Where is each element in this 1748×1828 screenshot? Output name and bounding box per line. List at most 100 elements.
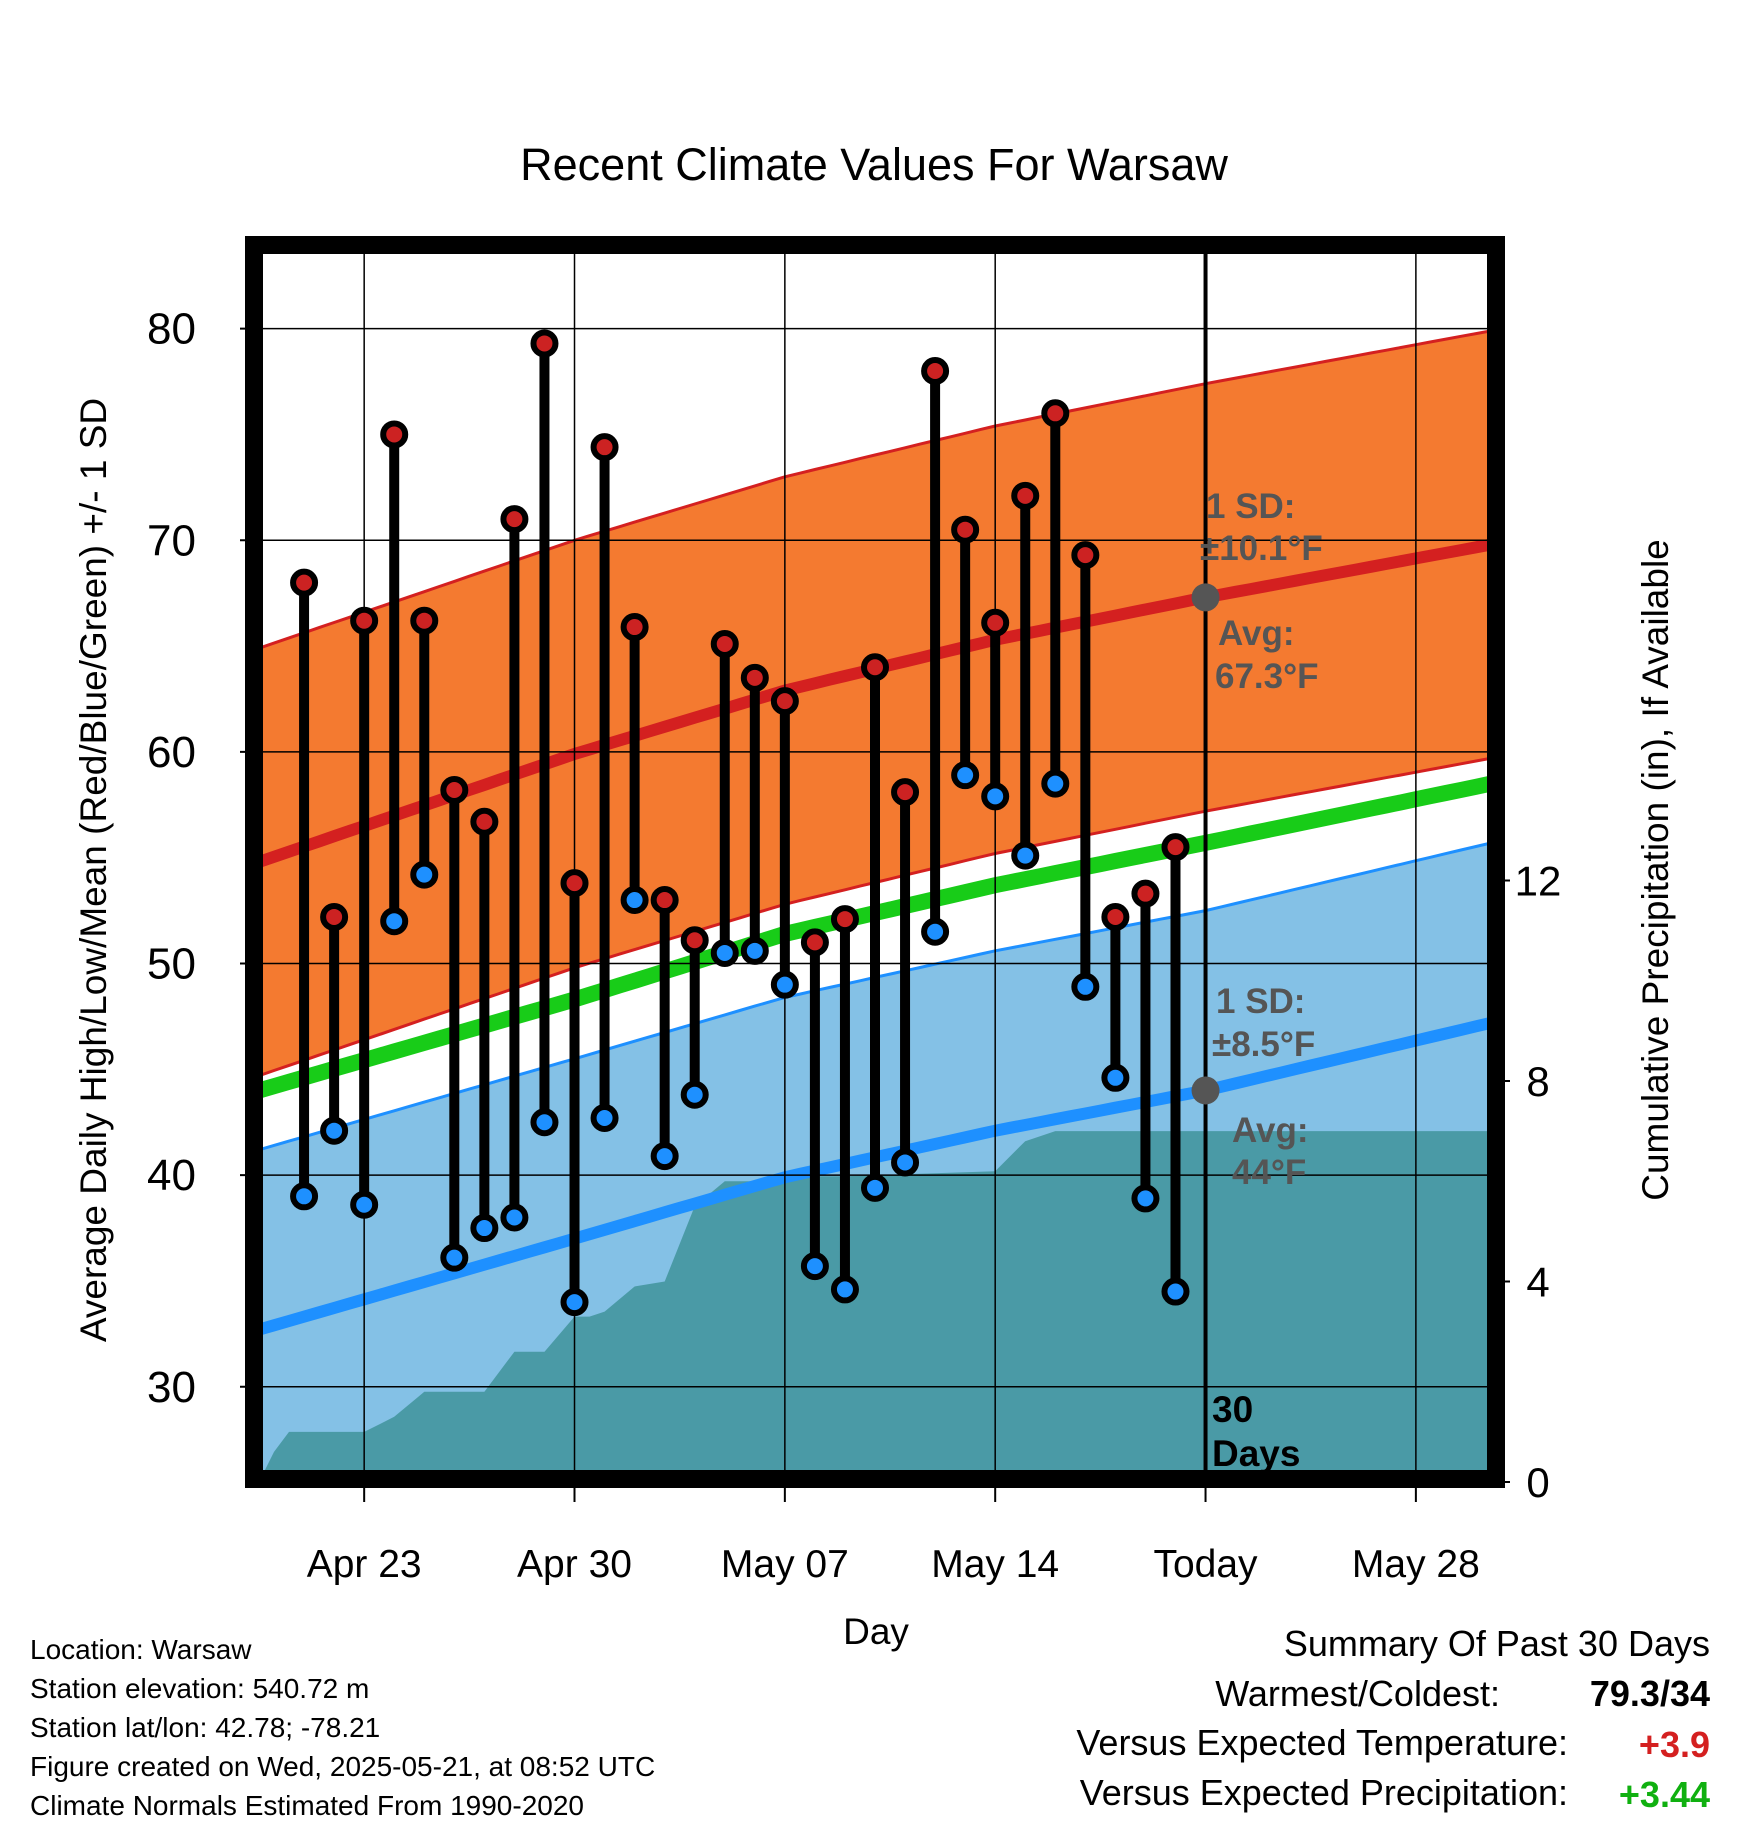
daily-low-point <box>590 1104 619 1133</box>
daily-low-point <box>861 1173 889 1202</box>
y-tick-label: 50 <box>147 940 196 989</box>
daily-high-point <box>951 515 980 544</box>
high-avg-label-line1: Avg: <box>1218 614 1294 653</box>
info-elevation: Station elevation: 540.72 m <box>30 1673 370 1704</box>
daily-low-point <box>1131 1184 1160 1213</box>
daily-low-point <box>350 1190 379 1219</box>
info-created: Figure created on Wed, 2025-05-21, at 08… <box>30 1751 656 1782</box>
y-tick-label: 70 <box>147 516 196 565</box>
precip-area <box>262 1131 1491 1474</box>
high-sd-upper-edge <box>259 329 1491 650</box>
daily-high-point <box>290 568 319 597</box>
daily-high-point <box>1131 879 1160 908</box>
daily-high-point <box>680 926 709 955</box>
summary-temp-value: +3.9 <box>1638 1724 1710 1765</box>
daily-low-point <box>530 1108 559 1137</box>
daily-low-point <box>620 886 649 915</box>
daily-high-point <box>500 505 529 534</box>
daily-low-point <box>830 1275 859 1304</box>
daily-low-point <box>891 1148 920 1177</box>
daily-low-point <box>410 860 439 889</box>
low-avg-label-line1: Avg: <box>1232 1111 1308 1150</box>
daily-low-point <box>680 1080 709 1109</box>
daily-high-point <box>740 663 769 692</box>
x-axis-label: Day <box>843 1611 909 1652</box>
daily-high-point <box>770 687 799 716</box>
daily-low-point <box>1101 1063 1130 1092</box>
daily-high-point <box>470 807 499 836</box>
daily-high-point <box>921 356 950 385</box>
y2-tick-label: 4 <box>1526 1259 1549 1306</box>
daily-low-point <box>740 936 769 965</box>
daily-high-point <box>1101 902 1130 931</box>
x-tick-label: Apr 23 <box>307 1543 422 1586</box>
chart-title: Recent Climate Values For Warsaw <box>520 139 1228 190</box>
daily-high-point <box>380 420 409 449</box>
daily-low-point <box>320 1116 349 1145</box>
daily-low-point <box>1071 972 1100 1001</box>
summary-warmest-coldest-value: 79.3/34 <box>1589 1673 1710 1714</box>
daily-high-point <box>590 433 619 462</box>
y2-axis-label: Cumulative Precipitation (in), If Availa… <box>1635 539 1676 1201</box>
summary-warmest-coldest-label: Warmest/Coldest: <box>1215 1673 1500 1714</box>
plot-frame <box>245 236 1505 1488</box>
daily-low-point <box>1011 841 1040 870</box>
daily-high-point <box>650 886 679 915</box>
daily-high-point <box>440 775 469 804</box>
daily-high-point <box>1161 833 1190 862</box>
x-tick-label: Apr 30 <box>517 1543 632 1586</box>
today-high-avg-marker <box>1191 583 1220 612</box>
daily-low-point <box>710 938 739 967</box>
daily-low-point <box>1041 769 1070 798</box>
x-tick-label: May 28 <box>1352 1543 1480 1586</box>
low-sd-label-line2: ±8.5°F <box>1212 1025 1315 1064</box>
daily-low-point <box>1161 1277 1190 1306</box>
x-tick-label: Today <box>1153 1543 1258 1586</box>
daily-low-point <box>951 761 980 790</box>
summary-temp-label: Versus Expected Temperature: <box>1076 1722 1568 1763</box>
info-location: Location: Warsaw <box>30 1634 252 1665</box>
daily-low-point <box>921 917 950 946</box>
daily-low-point <box>650 1142 679 1171</box>
summary-precip-value: +3.44 <box>1618 1774 1710 1815</box>
y-tick-label: 60 <box>147 728 196 777</box>
daily-low-point <box>380 907 409 936</box>
daily-high-point <box>981 608 1010 637</box>
y2-tick-label: 8 <box>1526 1058 1549 1105</box>
daily-high-point <box>710 629 739 658</box>
high-avg-label-line2: 67.3°F <box>1215 657 1319 696</box>
daily-high-point <box>530 329 559 358</box>
days-label-line2: Days <box>1212 1433 1300 1474</box>
high-sd-label-line2: ±10.1°F <box>1200 529 1323 568</box>
daily-low-point <box>500 1203 529 1232</box>
info-latlon: Station lat/lon: 42.78; -78.21 <box>30 1712 381 1743</box>
daily-low-point <box>770 970 799 999</box>
today-low-avg-marker <box>1191 1076 1220 1105</box>
low-avg-label-line2: 44°F <box>1232 1153 1306 1192</box>
daily-high-point <box>1071 541 1100 570</box>
daily-high-point <box>800 928 829 957</box>
daily-high-point <box>410 606 439 635</box>
daily-high-point <box>1011 481 1040 510</box>
daily-low-point <box>290 1182 319 1211</box>
y2-tick-label: 0 <box>1526 1459 1549 1506</box>
axes: 30 40 50 60 70 80 0 4 8 12 Apr 23 Apr 30 May 07 May 1… <box>147 236 1562 1586</box>
summary-title: Summary Of Past 30 Days <box>1283 1623 1710 1664</box>
info-normals: Climate Normals Estimated From 1990-2020 <box>30 1790 584 1821</box>
summary-precip-label: Versus Expected Precipitation: <box>1079 1772 1568 1813</box>
y-tick-label: 80 <box>147 305 196 354</box>
daily-high-point <box>620 613 649 642</box>
daily-high-point <box>1041 399 1070 428</box>
x-tick-label: May 14 <box>931 1543 1059 1586</box>
y2-tick-label: 12 <box>1515 858 1562 905</box>
daily-high-point <box>830 905 859 934</box>
high-sd-label-line1: 1 SD: <box>1206 487 1295 526</box>
low-sd-label-line1: 1 SD: <box>1216 982 1305 1021</box>
daily-low-point <box>440 1243 469 1272</box>
days-label-line1: 30 <box>1212 1389 1253 1430</box>
daily-high-point <box>350 606 379 635</box>
daily-low-point <box>981 782 1010 811</box>
y-tick-label: 40 <box>147 1151 196 1200</box>
daily-low-point <box>560 1288 589 1317</box>
daily-high-point <box>861 653 889 682</box>
